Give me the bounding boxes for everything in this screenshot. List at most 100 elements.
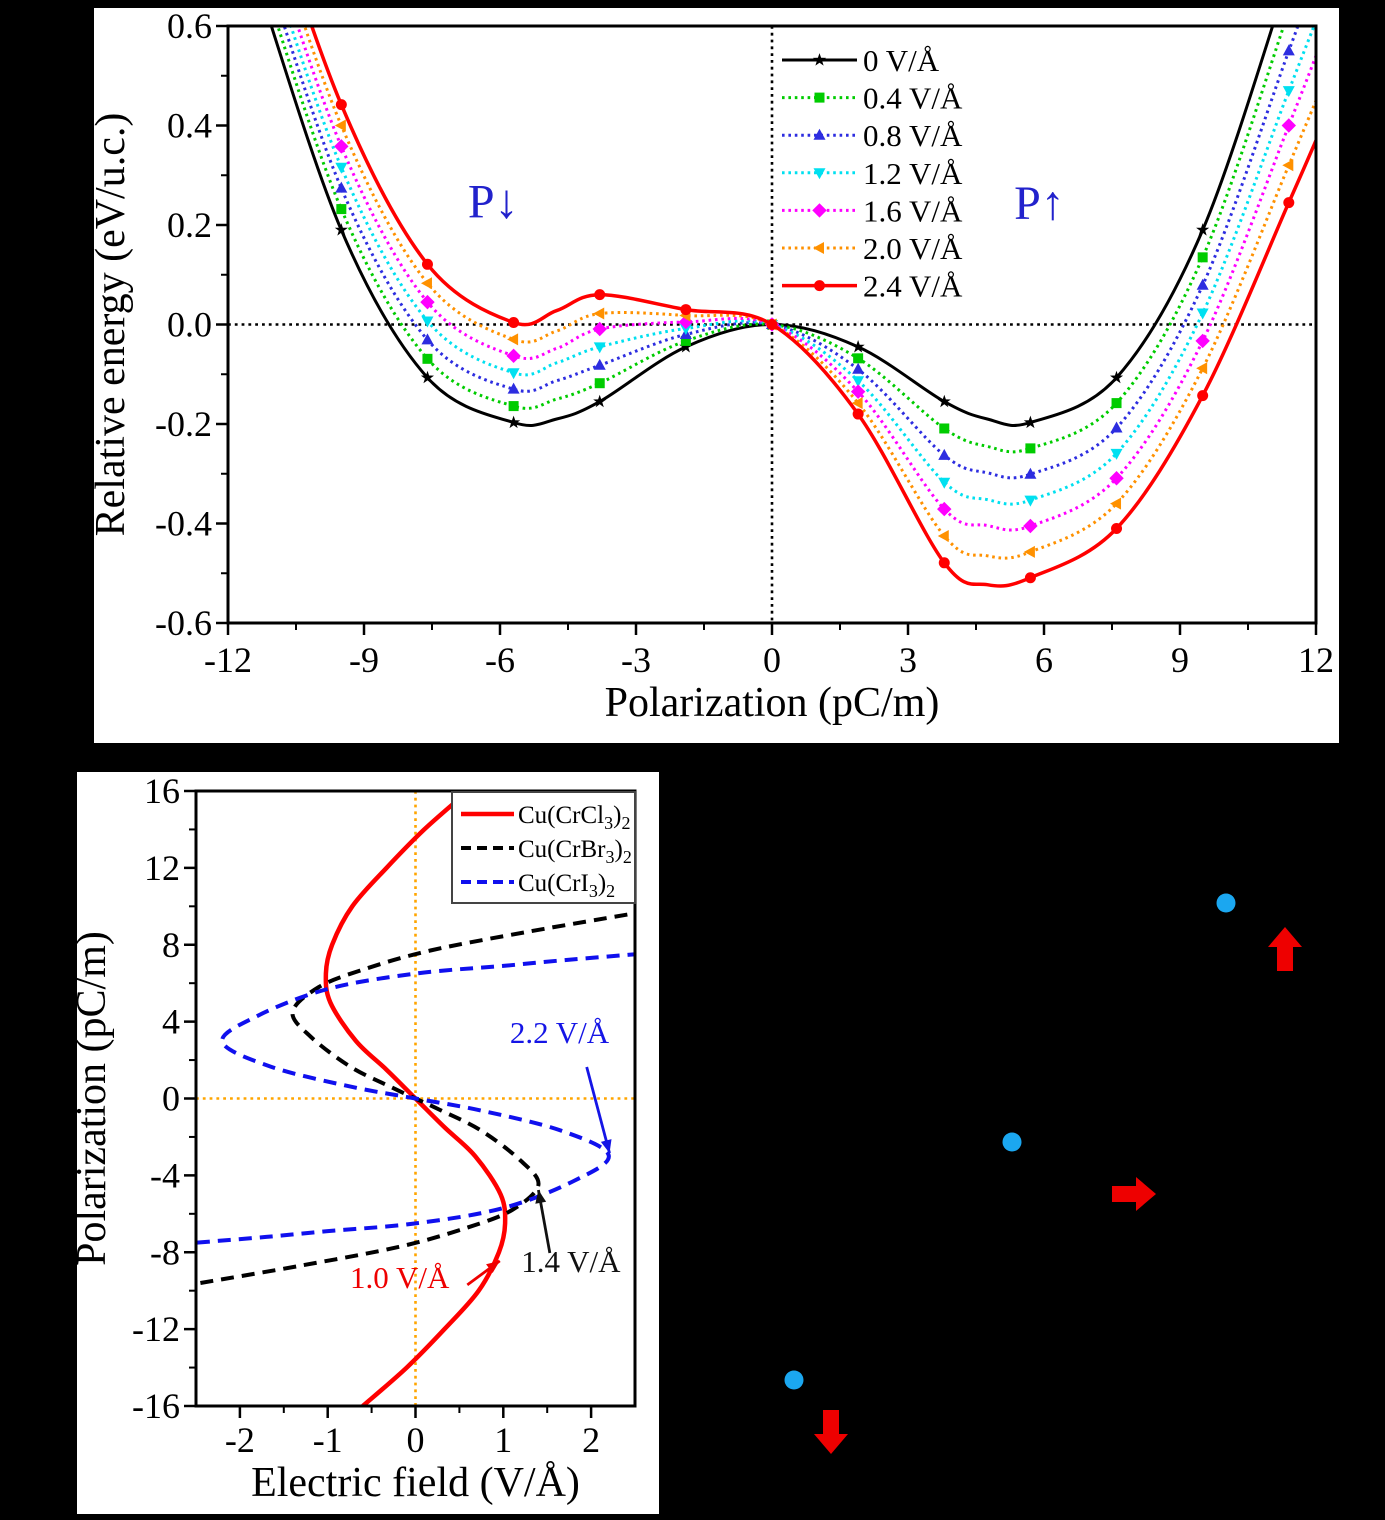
triangle-left-marker (1196, 362, 1208, 375)
star-marker (679, 340, 693, 353)
polarization-arrow-down-icon (814, 1410, 848, 1454)
x-tick-label: 1 (494, 1420, 512, 1460)
polarization-region-label: P↑ (1014, 177, 1065, 230)
cu-atom (784, 1370, 804, 1390)
field-annotation: 1.4 V/Å (521, 1244, 621, 1279)
hysteresis-chart-panel: -2 -1 0 1 2 16 12 8 4 0 -4 -8 -12 -16 Electric field (… (77, 772, 659, 1514)
y-tick-label: 12 (144, 848, 180, 888)
x-axis-label: Polarization (pC/m) (605, 680, 940, 726)
cu-atom (1216, 893, 1236, 913)
legend-item-label: 0.8 V/Å (863, 118, 963, 153)
triangle-down-marker (813, 168, 826, 180)
triangle-up-marker (593, 358, 606, 370)
diamond-marker (1195, 333, 1210, 349)
y-tick-label: 8 (162, 925, 180, 965)
y-tick-label: 0 (162, 1079, 180, 1119)
triangle-left-marker (593, 307, 605, 320)
diamond-marker (506, 348, 521, 364)
y-tick-label: -0.4 (155, 504, 212, 544)
triangle-left-marker (937, 529, 949, 542)
y-tick-label: -16 (132, 1386, 180, 1426)
star-marker (593, 394, 607, 408)
square-marker (853, 353, 864, 364)
legend-item: 1.2 V/Å (782, 156, 963, 191)
legend: 0 V/Å0.4 V/Å0.8 V/Å1.2 V/Å1.6 V/Å2.0 V/Å… (782, 43, 963, 304)
triangle-left-marker (1023, 545, 1035, 558)
legend-item: 2.4 V/Å (782, 269, 963, 304)
square-marker (1284, 8, 1294, 16)
x-tick-label: 0 (407, 1420, 425, 1460)
legend-item-label: 1.6 V/Å (863, 193, 963, 228)
annotation-arrow (466, 1259, 501, 1287)
field-annotation: 2.2 V/Å (510, 1015, 610, 1050)
star-marker (1110, 370, 1124, 384)
x-tick-label: -2 (225, 1420, 255, 1460)
legend-item-label: 2.0 V/Å (863, 231, 963, 266)
circle-marker (680, 304, 692, 316)
triangle-left-marker (507, 333, 519, 346)
star-marker (1196, 223, 1210, 236)
triangle-up-marker (335, 181, 348, 193)
x-tick-label: -3 (621, 640, 651, 680)
square-marker (939, 423, 950, 434)
legend-item: Cu(CrBr3)2 (461, 836, 632, 867)
star-marker (812, 53, 827, 66)
legend-item-label: 1.2 V/Å (863, 156, 963, 191)
triangle-down-marker (1110, 448, 1123, 460)
field-annotation: 1.0 V/Å (350, 1260, 450, 1295)
y-tick-label: -8 (150, 1232, 180, 1272)
diamond-marker (1023, 518, 1038, 534)
energy-vs-polarization-chart: -12 -9 -6 -3 0 3 6 9 12 0.6 0.4 0.2 0.0 -0.2 -0.4 -0.6 P… (94, 8, 1334, 726)
legend-item-label: 2.4 V/Å (863, 269, 963, 304)
legend-item-label: 0 V/Å (863, 43, 940, 78)
square-marker (1025, 443, 1036, 454)
square-marker (1111, 398, 1122, 409)
legend-item: Cu(CrCl3)2 (461, 802, 630, 833)
annotation-arrow (535, 1189, 552, 1254)
y-tick-label: -0.6 (155, 603, 212, 643)
square-marker (814, 92, 825, 103)
triangle-left-marker (334, 119, 346, 132)
markers-0.4-V/Å (336, 8, 1294, 454)
diamond-marker (850, 384, 866, 399)
circle-marker (508, 317, 520, 329)
legend-item-label: Cu(CrBr3)2 (518, 836, 632, 867)
energy-chart-panel: -12 -9 -6 -3 0 3 6 9 12 0.6 0.4 0.2 0.0 -0.2 -0.4 -0.6 P… (94, 8, 1339, 743)
diamond-marker (937, 501, 952, 517)
circle-marker (1111, 522, 1123, 534)
diamond-marker (812, 203, 827, 218)
x-tick-label: 12 (1298, 640, 1334, 680)
x-tick-label: -9 (349, 640, 379, 680)
triangle-left-marker (1110, 497, 1122, 510)
triangle-up-marker (1024, 467, 1037, 479)
x-axis-label: Electric field (V/Å) (251, 1460, 580, 1506)
circle-marker (421, 258, 433, 270)
x-tick-label: -12 (204, 640, 252, 680)
markers-1.2-V/Å (335, 86, 1295, 507)
y-tick-label: 4 (162, 1002, 180, 1042)
y-axis-label: Relative energy (eV/u.c.) (94, 113, 134, 537)
y-tick-label: -12 (132, 1309, 180, 1349)
star-marker (420, 370, 434, 384)
x-tick-label: 9 (1171, 640, 1189, 680)
triangle-down-marker (852, 376, 865, 388)
x-tick-label: 3 (899, 640, 917, 680)
legend-item-label: 0.4 V/Å (863, 81, 963, 116)
circle-marker (335, 99, 347, 111)
curve-0.4-V/Å (276, 26, 1286, 454)
square-marker (1197, 252, 1208, 263)
triangle-up-marker (1196, 278, 1209, 290)
star-marker (937, 394, 951, 408)
square-marker (594, 378, 605, 389)
curve-series-2 (196, 952, 635, 1245)
legend-item: 0.8 V/Å (782, 118, 963, 153)
triangle-left-marker (1282, 159, 1294, 172)
legend-item: 0.4 V/Å (782, 81, 963, 116)
y-axis-label: Polarization (pC/m) (77, 931, 115, 1266)
axis-ticks (216, 24, 1318, 635)
y-tick-label: 16 (144, 772, 180, 811)
triangle-up-marker (1110, 421, 1123, 433)
y-tick-label: 0.2 (167, 205, 212, 245)
triangle-down-marker (679, 323, 692, 335)
